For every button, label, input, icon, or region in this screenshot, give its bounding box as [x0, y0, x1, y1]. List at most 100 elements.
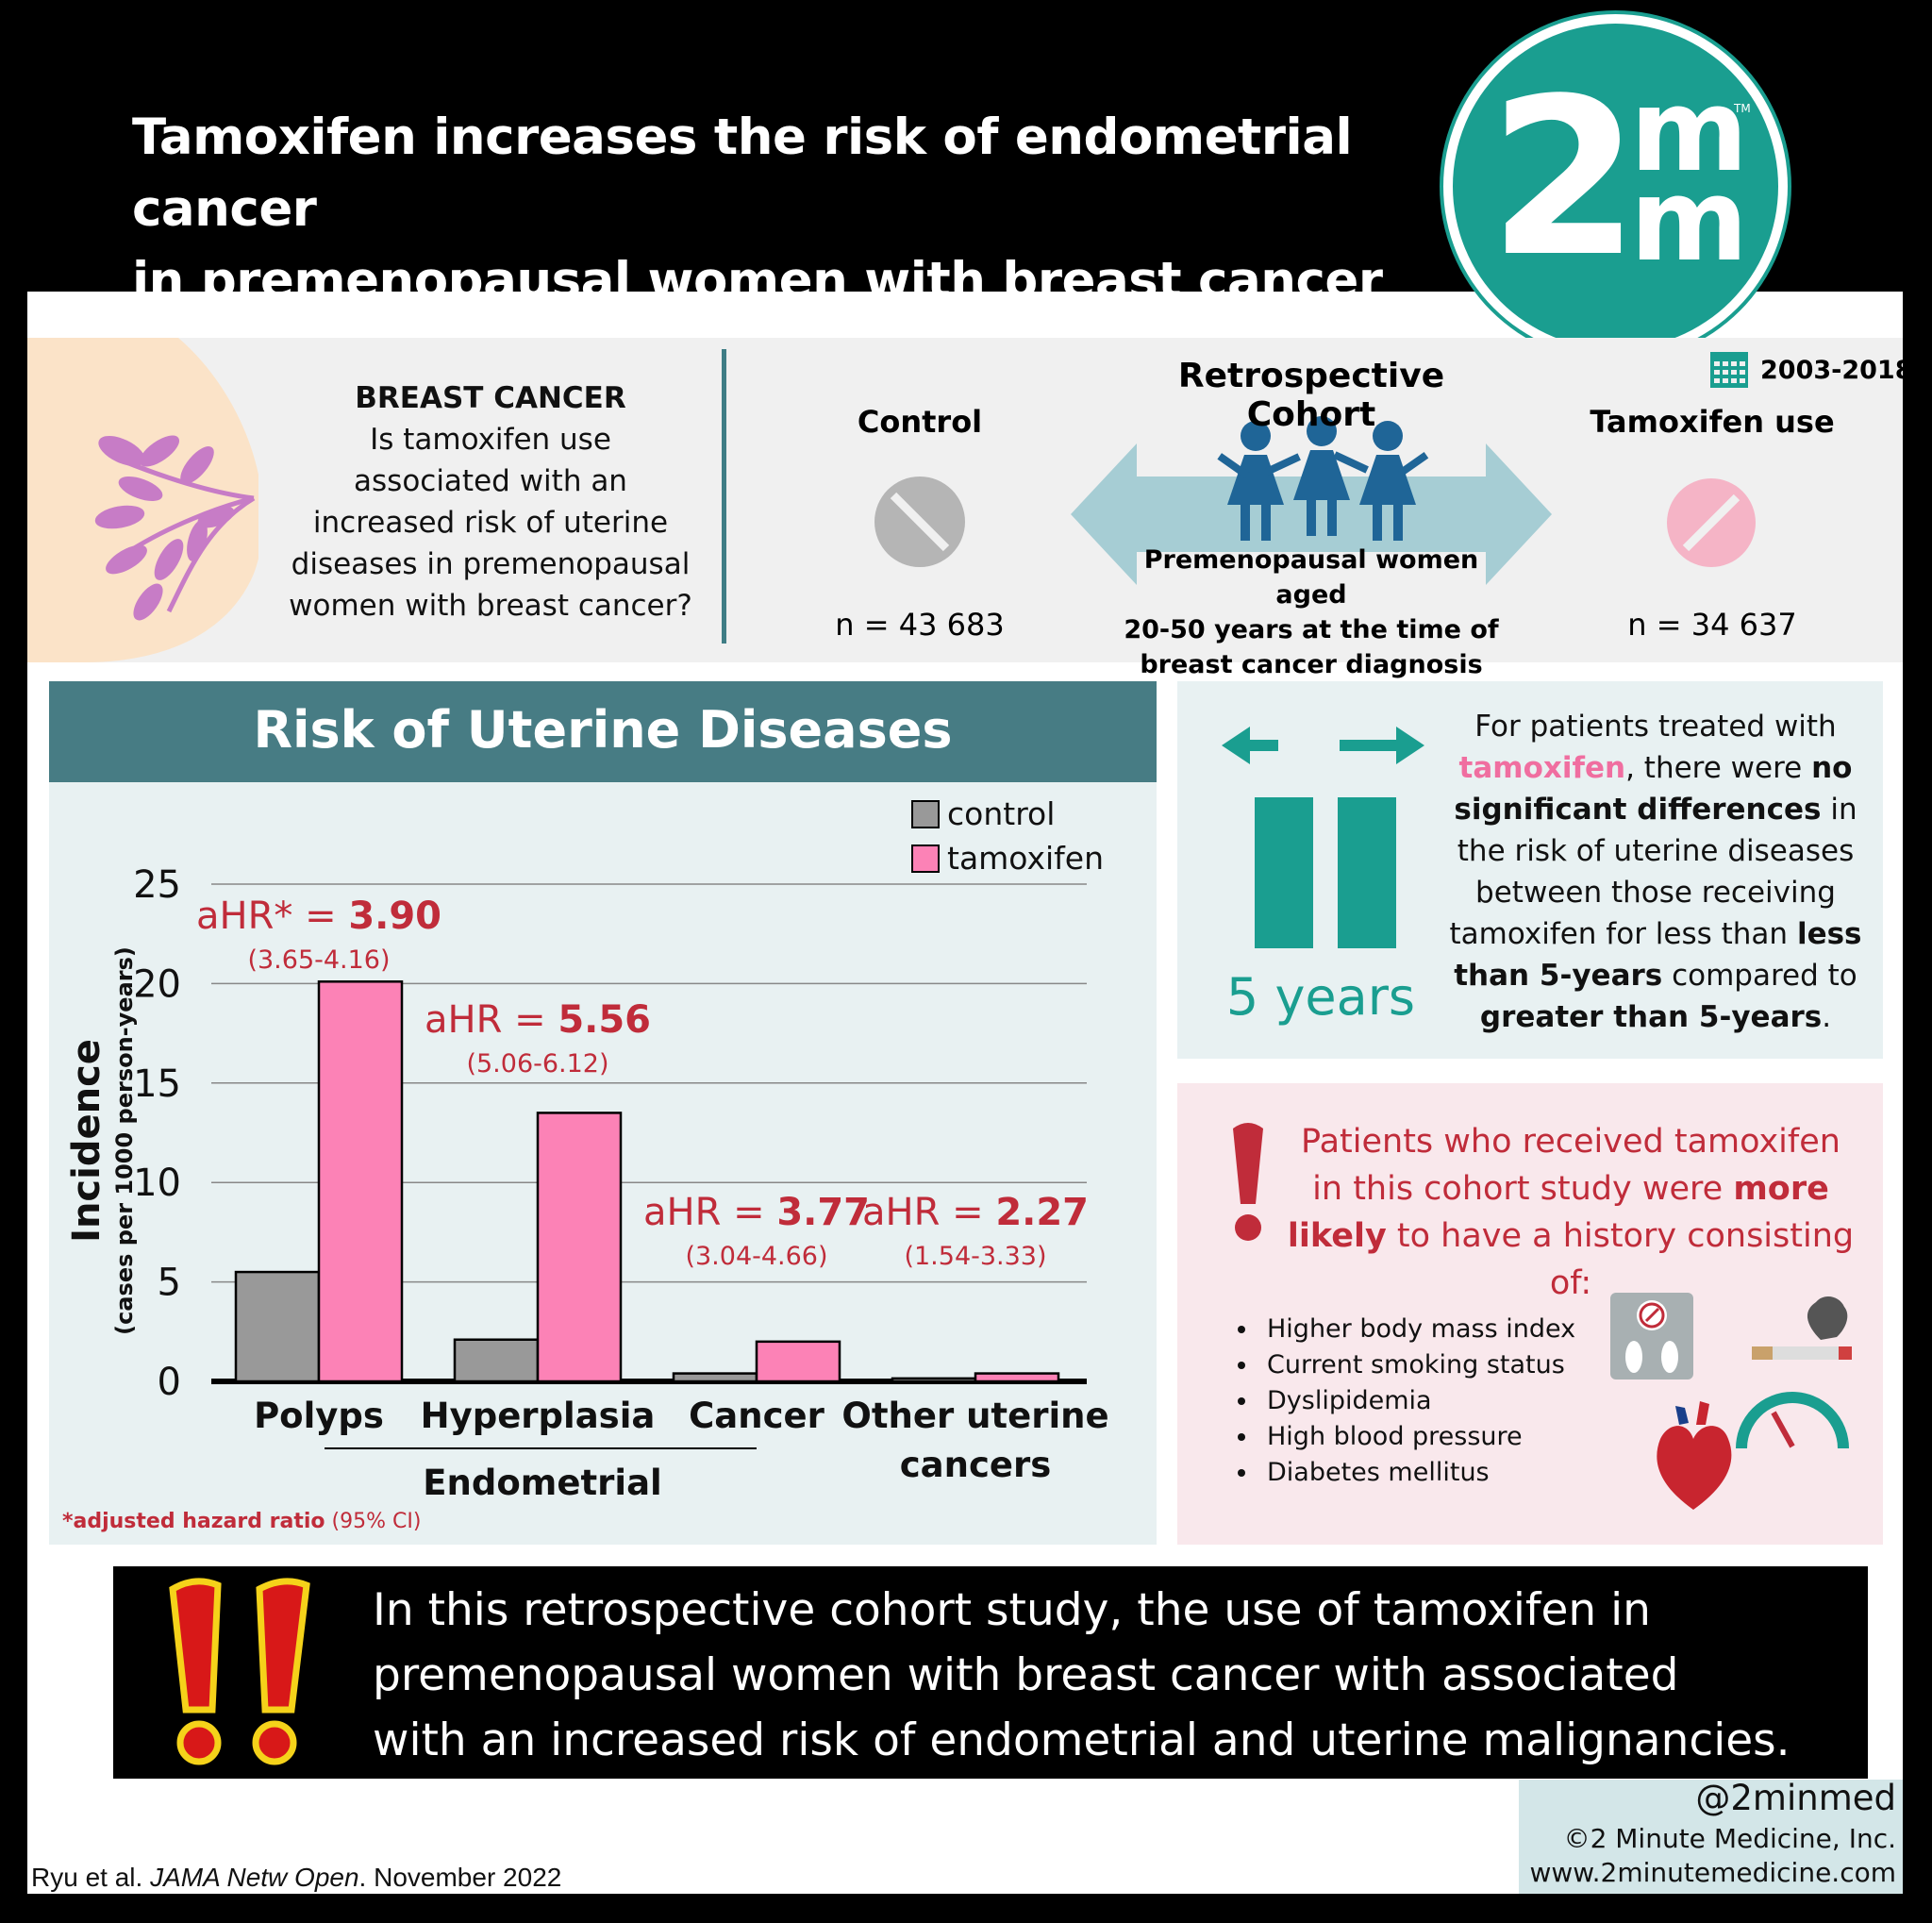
citation-date: . November 2022	[358, 1863, 562, 1892]
chart-title: Risk of Uterine Diseases	[253, 700, 953, 760]
bar-control	[234, 1270, 321, 1383]
risk-heading: Patients who received tamoxifen in this …	[1283, 1118, 1858, 1307]
list-item: High blood pressure	[1259, 1419, 1575, 1455]
ci-label: (3.04-4.66)	[685, 1242, 827, 1271]
title-line-2: in premenopausal women with breast cance…	[132, 252, 1383, 309]
conclusion-text: In this retrospective cohort study, the …	[373, 1578, 1844, 1773]
y-tick-label: 5	[158, 1262, 181, 1305]
social-handle: @2minmed	[1695, 1778, 1896, 1818]
y-tick-label: 15	[133, 1062, 181, 1106]
bar-tamoxifen	[317, 980, 404, 1383]
citation-authors: Ryu et al.	[31, 1863, 151, 1892]
breast-illustration	[27, 338, 258, 662]
citation-journal: JAMA Netw Open	[150, 1863, 359, 1892]
tamoxifen-label: Tamoxifen use	[1590, 404, 1835, 440]
study-design-band	[27, 338, 1903, 662]
logo-digit: 2	[1489, 53, 1640, 305]
bar-tamoxifen	[755, 1340, 841, 1383]
x-tick-label: Polyps	[254, 1396, 384, 1436]
conclusion-box	[113, 1566, 1868, 1779]
group-label: Endometrial	[423, 1463, 661, 1503]
cigarette-icon	[1752, 1296, 1852, 1360]
chart-banner	[49, 681, 1157, 782]
ahr-label: aHR* = 3.90	[196, 895, 441, 938]
bar-tamoxifen	[974, 1372, 1060, 1383]
bar-control	[891, 1377, 977, 1383]
population-line: breast cancer diagnosis	[1140, 650, 1483, 679]
question-line: associated with an	[354, 464, 627, 498]
legend-swatch	[911, 844, 940, 873]
legend-swatch	[911, 800, 940, 828]
population-line: 20-50 years at the time of	[1124, 615, 1499, 644]
exclamation-icon	[1233, 1123, 1263, 1241]
conclusion-line: In this retrospective cohort study, the …	[373, 1584, 1651, 1636]
research-question: BREAST CANCER Is tamoxifen use associate…	[264, 377, 717, 627]
tamoxifen-sample-size: n = 34 637	[1627, 607, 1797, 643]
ahr-label: aHR = 5.56	[425, 998, 651, 1042]
website-link[interactable]: www.2minutemedicine.com	[1529, 1857, 1897, 1888]
logo-trademark: TM	[1734, 102, 1751, 115]
legend-label: control	[947, 795, 1055, 832]
y-tick-label: 25	[133, 863, 181, 907]
duration-label: 5 years	[1225, 967, 1416, 1027]
bar-control	[672, 1372, 758, 1383]
heart-icon	[1657, 1401, 1732, 1510]
y-axis-label: Incidence	[65, 1039, 108, 1243]
copyright: ©2 Minute Medicine, Inc.	[1563, 1823, 1896, 1854]
y-axis-sublabel: (cases per 1000 person-years)	[111, 946, 138, 1335]
bar-tamoxifen	[536, 1112, 623, 1383]
risk-factors-panel	[1177, 1083, 1883, 1545]
study-years: 2003-2018	[1760, 356, 1913, 385]
question-line: Is tamoxifen use	[370, 423, 611, 457]
chart-footnote: *adjusted hazard ratio (95% CI)	[62, 1510, 421, 1533]
control-sample-size: n = 43 683	[835, 607, 1005, 643]
list-item: Current smoking status	[1259, 1347, 1575, 1383]
risk-factor-list: Higher body mass index Current smoking s…	[1212, 1312, 1575, 1491]
conclusion-line: premenopausal women with breast cancer w…	[373, 1649, 1679, 1701]
logo-letter-top: m	[1630, 66, 1749, 197]
x-tick-label: Cancer	[689, 1396, 824, 1436]
ahr-label: aHR = 2.27	[862, 1191, 1089, 1234]
pressure-gauge-icon	[1736, 1392, 1849, 1449]
ci-label: (3.65-4.16)	[247, 945, 390, 975]
control-label: Control	[857, 404, 983, 440]
logo-letter-bottom: m	[1630, 156, 1749, 287]
x-tick-label: Other uterine	[841, 1396, 1108, 1436]
calendar-icon	[1710, 352, 1748, 388]
y-tick-label: 10	[133, 1162, 181, 1205]
section-divider	[722, 349, 726, 644]
bar-chart: 0 5 10 15 20 25 Incidence (cases per 1000 perso…	[62, 795, 1109, 1533]
risk-heading-emphasis: more likely	[1287, 1170, 1829, 1255]
ahr-label: aHR = 3.77	[643, 1191, 870, 1234]
list-item: Higher body mass index	[1259, 1312, 1575, 1347]
title-line-1: Tamoxifen increases the risk of endometr…	[132, 109, 1353, 238]
risk-heading-post: to have a history consisting of:	[1386, 1217, 1855, 1302]
double-exclamation-icon	[169, 1578, 310, 1765]
citation: Ryu et al. JAMA Netw Open. November 2022	[31, 1863, 561, 1893]
conclusion-line: with an increased risk of endometrial an…	[373, 1714, 1790, 1766]
question-line: diseases in premenopausal	[291, 547, 691, 581]
legend-label: tamoxifen	[947, 840, 1104, 877]
risk-heading-pre: Patients who received tamoxifen in this …	[1301, 1123, 1840, 1208]
duration-arrows-icon	[1222, 727, 1424, 948]
design-label: Retrospective Cohort	[1177, 357, 1445, 434]
y-tick-label: 0	[158, 1361, 181, 1404]
question-line: women with breast cancer?	[289, 589, 692, 623]
footer-brand-box	[1519, 1780, 1903, 1894]
women-group-icon	[1217, 416, 1429, 541]
list-item: Dyslipidemia	[1259, 1383, 1575, 1419]
question-heading: BREAST CANCER	[355, 381, 626, 415]
ci-label: (5.06-6.12)	[466, 1049, 608, 1079]
x-tick-label: cancers	[900, 1445, 1052, 1485]
question-line: increased risk of uterine	[312, 506, 669, 540]
population-description: Premenopausal women aged 20-50 years at …	[1113, 543, 1509, 682]
tamoxifen-pill-icon	[1667, 478, 1756, 567]
page-title: Tamoxifen increases the risk of endometr…	[132, 102, 1406, 317]
x-tick-label: Hyperplasia	[421, 1396, 656, 1436]
list-item: Diabetes mellitus	[1259, 1455, 1575, 1491]
scale-icon	[1610, 1293, 1693, 1380]
duration-finding: For patients treated with tamoxifen, the…	[1449, 710, 1862, 1034]
bar-control	[453, 1338, 540, 1383]
ci-label: (1.54-3.33)	[904, 1242, 1046, 1271]
y-tick-label: 20	[133, 962, 181, 1006]
